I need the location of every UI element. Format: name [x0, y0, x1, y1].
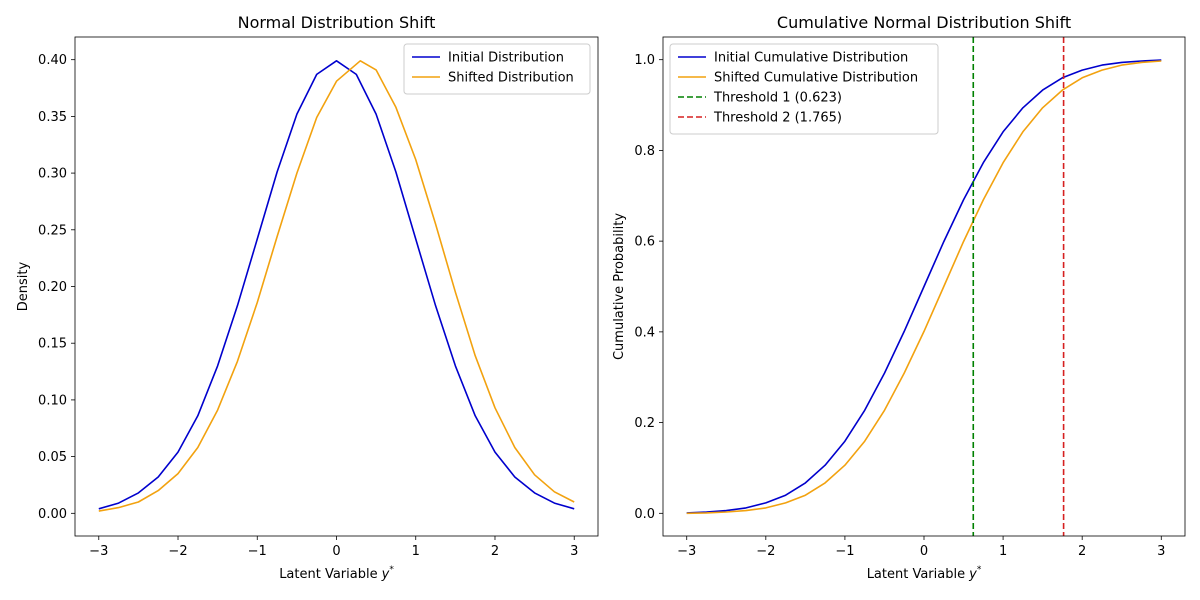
- legend-label: Initial Cumulative Distribution: [714, 51, 908, 66]
- legend: Initial Cumulative Distribution Shifted C…: [669, 43, 939, 135]
- x-tick-label: 0: [332, 544, 340, 559]
- y-tick-label: 0.30: [38, 167, 67, 182]
- y-tick-label: 0.15: [38, 337, 67, 352]
- x-tick-label: −3: [677, 544, 696, 559]
- x-tick-label: 1: [999, 544, 1007, 559]
- x-axis-label-superscript: *: [977, 565, 982, 575]
- y-tick-label: 0.35: [38, 110, 67, 125]
- x-tick-label: 2: [1078, 544, 1086, 559]
- y-tick-label: 0.2: [634, 416, 655, 431]
- y-tick-label: 0.8: [634, 144, 655, 159]
- x-tick-label: −2: [756, 544, 775, 559]
- x-axis-label-text: Latent Variable: [867, 567, 965, 582]
- y-tick-label: 0.10: [38, 393, 67, 408]
- chart-title: Cumulative Normal Distribution Shift: [777, 13, 1071, 32]
- x-tick-label: −3: [89, 544, 108, 559]
- y-tick-label: 0.40: [38, 53, 67, 68]
- series-line-1: [686, 59, 1162, 514]
- legend: Initial Distribution Shifted Distribution: [403, 43, 591, 95]
- x-axis-label-superscript: *: [389, 565, 394, 575]
- y-axis-label: Density: [16, 261, 31, 311]
- x-tick-label: 3: [570, 544, 578, 559]
- x-tick-label: −2: [168, 544, 187, 559]
- x-tick-label: −1: [835, 544, 854, 559]
- series-line-1: [98, 59, 575, 510]
- y-tick-label: 0.0: [634, 507, 655, 522]
- series-line-2: [686, 60, 1162, 515]
- y-tick-label: 0.00: [38, 507, 67, 522]
- y-tick-label: 0.25: [38, 223, 67, 238]
- x-tick-label: −1: [248, 544, 267, 559]
- y-tick-label: 0.20: [38, 280, 67, 295]
- x-tick-label: 1: [412, 544, 420, 559]
- legend-box: [403, 43, 591, 95]
- y-tick-label: 0.4: [634, 325, 655, 340]
- x-axis-label-symbol: y: [968, 567, 977, 582]
- legend-box: [669, 43, 939, 135]
- y-tick-label: 1.0: [634, 53, 655, 68]
- x-tick-label: 2: [491, 544, 499, 559]
- y-tick-label: 0.05: [38, 450, 67, 465]
- legend-label: Shifted Cumulative Distribution: [714, 71, 918, 86]
- x-axis-label: Latent Variable y*: [279, 565, 394, 582]
- chart-2: Cumulative Normal Distribution Shift −3 −2…: [612, 13, 1186, 582]
- legend-label: Threshold 1 (0.623): [713, 91, 842, 106]
- y-axis-label: Cumulative Probability: [612, 213, 627, 360]
- x-tick-label: 3: [1157, 544, 1165, 559]
- axes-frame: [74, 36, 599, 537]
- x-axis-label-text: Latent Variable: [279, 567, 377, 582]
- x-axis-label-symbol: y: [381, 567, 390, 582]
- x-axis-label: Latent Variable y*: [867, 565, 982, 582]
- chart-title: Normal Distribution Shift: [238, 13, 436, 32]
- series-line-2: [98, 59, 575, 512]
- x-tick-label: 0: [920, 544, 928, 559]
- y-tick-label: 0.6: [634, 235, 655, 250]
- legend-label: Threshold 2 (1.765): [713, 111, 842, 126]
- chart-1: Normal Distribution Shift −3 −2 −1 0 1 2 3 0.00 0…: [16, 13, 599, 582]
- axes-frame: [662, 36, 1186, 537]
- legend-label: Initial Distribution: [448, 51, 564, 66]
- legend-label: Shifted Distribution: [448, 71, 574, 86]
